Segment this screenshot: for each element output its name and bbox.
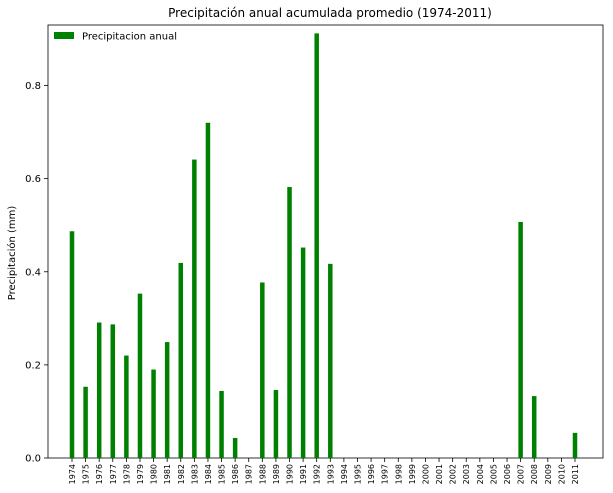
x-tick-label: 1984 (204, 464, 213, 484)
bar (192, 159, 197, 458)
x-tick-label: 1982 (177, 464, 186, 484)
legend-label: Precipitacion anual (82, 32, 177, 43)
x-tick-label: 2008 (530, 464, 539, 484)
bar (572, 432, 578, 458)
x-tick-label: 2003 (462, 464, 471, 484)
bar (83, 386, 88, 458)
x-tick-label: 2006 (503, 464, 512, 484)
x-tick-label: 1978 (122, 464, 131, 484)
x-tick-label: 1994 (340, 464, 349, 484)
bar (96, 322, 102, 458)
bar (124, 355, 129, 458)
bar (518, 221, 523, 458)
x-tick-label: 1979 (136, 464, 145, 484)
x-tick-label: 2011 (571, 464, 580, 484)
x-tick-label: 1991 (299, 464, 308, 484)
x-tick-label: 1977 (109, 464, 118, 484)
bar (531, 396, 537, 458)
bar (232, 437, 238, 458)
x-tick-label: 2004 (476, 464, 485, 484)
legend: Precipitacion anual (49, 27, 183, 46)
x-tick-label: 2000 (421, 464, 430, 484)
plot-frame (47, 24, 604, 459)
x-tick-label: 1974 (68, 464, 77, 484)
bar (260, 282, 265, 458)
x-tick-label: 1975 (82, 464, 91, 484)
bar (219, 390, 224, 458)
x-tick-label: 1990 (286, 464, 295, 484)
plot-area: 0.0 0.2 0.4 0.6 0.8 1974 1975 1976 1977 1978 1979 1… (25, 24, 604, 484)
bar (300, 247, 306, 458)
y-tick-label: 0.0 (25, 454, 41, 465)
x-tick-label: 1998 (394, 464, 403, 484)
x-tick-label: 1981 (163, 464, 172, 484)
x-tick-label: 2010 (557, 464, 566, 484)
y-tick-label: 0.8 (25, 81, 41, 92)
x-tick-label: 1993 (326, 464, 335, 484)
x-tick-label: 1980 (150, 464, 159, 484)
bar (137, 293, 143, 458)
y-tick-label: 0.4 (25, 267, 41, 278)
bar (287, 187, 292, 458)
x-tick-label: 2009 (544, 464, 553, 484)
legend-frame (49, 27, 183, 46)
x-tick-label: 1997 (381, 464, 390, 484)
bar (178, 262, 184, 458)
bar (314, 33, 319, 458)
bar (164, 342, 170, 458)
x-tick-label: 2001 (435, 464, 444, 484)
x-tick-label: 1986 (231, 464, 240, 484)
bar (151, 369, 156, 458)
x-tick-label: 1976 (95, 464, 104, 484)
bar (69, 231, 75, 458)
bar (205, 122, 211, 458)
y-tick-label: 0.2 (25, 360, 41, 371)
x-tick-label: 1987 (245, 464, 254, 484)
y-tick-label: 0.6 (25, 174, 41, 185)
x-tick-label: 1996 (367, 464, 376, 484)
x-tick-label: 2002 (449, 464, 458, 484)
x-tick-label: 1992 (313, 464, 322, 484)
x-tick-label: 1989 (272, 464, 281, 484)
x-tick-label: 1999 (408, 464, 417, 484)
x-tick-label: 2007 (517, 464, 526, 484)
legend-swatch (54, 32, 74, 39)
x-tick-label: 1985 (218, 464, 227, 484)
x-tick-label: 2005 (489, 464, 498, 484)
bar (110, 324, 116, 458)
bar (328, 263, 333, 458)
bar (273, 390, 279, 458)
x-tick-label: 1983 (190, 464, 199, 484)
chart-title: Precipitación anual acumulada promedio (… (168, 6, 492, 20)
x-tick-label: 1995 (353, 464, 362, 484)
x-tick-label: 1988 (258, 464, 267, 484)
y-axis-label: Precipitación (mm) (6, 206, 18, 301)
